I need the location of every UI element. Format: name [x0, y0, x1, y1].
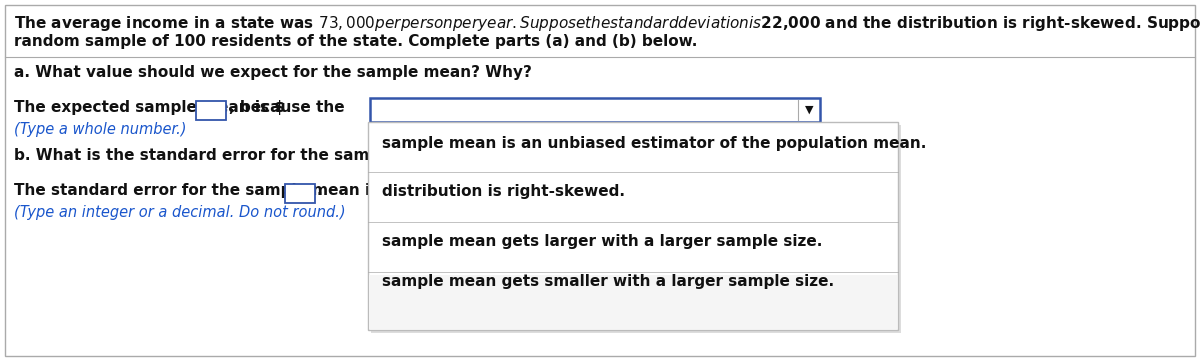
FancyBboxPatch shape [371, 125, 901, 333]
Text: a. What value should we expect for the sample mean? Why?: a. What value should we expect for the s… [14, 65, 532, 80]
Text: (Type a whole number.): (Type a whole number.) [14, 122, 186, 137]
Text: sample mean is an unbiased estimator of the population mean.: sample mean is an unbiased estimator of … [382, 136, 926, 151]
Text: (Type an integer or a decimal. Do not round.): (Type an integer or a decimal. Do not ro… [14, 205, 346, 220]
Text: sample mean gets larger with a larger sample size.: sample mean gets larger with a larger sa… [382, 234, 822, 249]
Text: , because the: , because the [229, 100, 344, 115]
FancyBboxPatch shape [368, 122, 898, 330]
Text: .: . [317, 183, 323, 198]
FancyBboxPatch shape [5, 5, 1195, 356]
Text: The expected sample mean is $: The expected sample mean is $ [14, 100, 284, 115]
FancyBboxPatch shape [196, 101, 226, 120]
Text: b. What is the standard error for the sample mean: b. What is the standard error for the sa… [14, 148, 449, 163]
Text: ▼: ▼ [805, 105, 814, 115]
Text: The average income in a state was $73,000 per person per year. Suppose the stand: The average income in a state was $73,00… [14, 14, 1200, 33]
FancyBboxPatch shape [286, 184, 314, 203]
Text: sample mean gets smaller with a larger sample size.: sample mean gets smaller with a larger s… [382, 274, 834, 289]
Text: The standard error for the sample mean is $: The standard error for the sample mean i… [14, 183, 395, 198]
FancyBboxPatch shape [370, 275, 898, 329]
FancyBboxPatch shape [370, 98, 820, 122]
Text: random sample of 100 residents of the state. Complete parts (a) and (b) below.: random sample of 100 residents of the st… [14, 34, 697, 49]
Text: distribution is right-skewed.: distribution is right-skewed. [382, 184, 625, 199]
